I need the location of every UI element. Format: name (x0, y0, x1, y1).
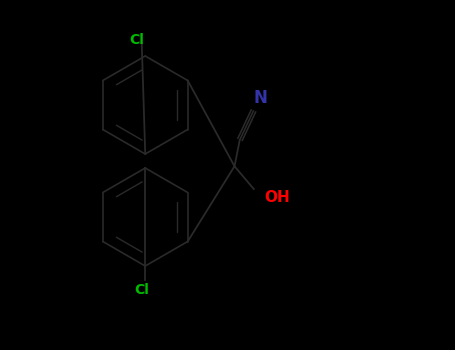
Text: OH: OH (264, 190, 290, 205)
Text: N: N (254, 89, 268, 107)
Text: Cl: Cl (129, 33, 144, 47)
Text: Cl: Cl (134, 284, 149, 298)
